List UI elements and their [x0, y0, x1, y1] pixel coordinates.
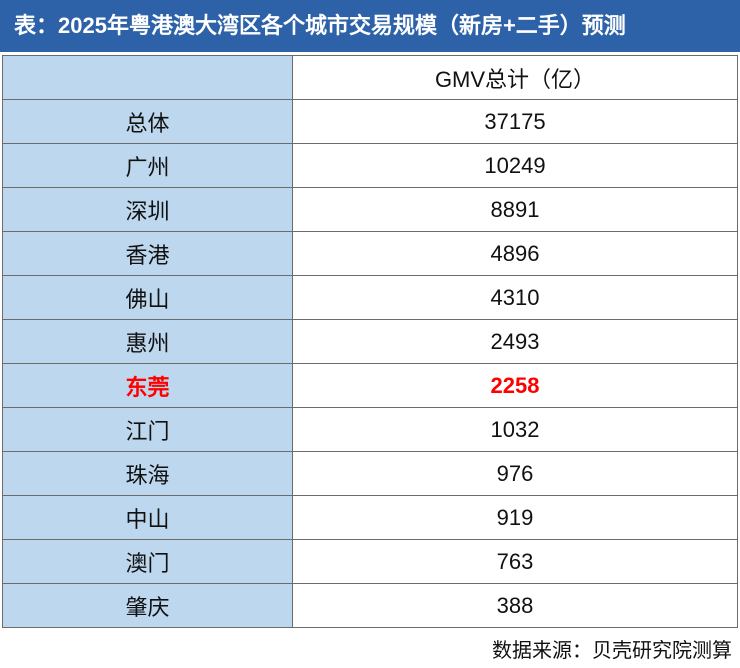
city-cell: 广州 [2, 143, 293, 188]
gmv-value-cell: 976 [292, 451, 738, 496]
city-cell: 香港 [2, 231, 293, 276]
city-cell: 中山 [2, 495, 293, 540]
header-city-cell [2, 55, 293, 100]
table-row: 中山 919 [2, 495, 738, 540]
gmv-table: GMV总计（亿） 总体 37175 广州 10249 深圳 8891 香港 4896 佛山 431… [2, 55, 738, 628]
table-row: 广州 10249 [2, 143, 738, 188]
gmv-value-cell: 10249 [292, 143, 738, 188]
table-row: 肇庆 388 [2, 583, 738, 628]
city-cell: 澳门 [2, 539, 293, 584]
table-row: 澳门 763 [2, 539, 738, 584]
city-cell: 总体 [2, 99, 293, 144]
city-cell: 深圳 [2, 187, 293, 232]
table-header-row: GMV总计（亿） [2, 55, 738, 100]
gmv-value-cell: 919 [292, 495, 738, 540]
city-cell: 珠海 [2, 451, 293, 496]
city-cell: 东莞 [2, 363, 293, 408]
city-cell: 佛山 [2, 275, 293, 320]
gmv-value-cell: 4896 [292, 231, 738, 276]
source-note: 数据来源：贝壳研究院测算 [492, 638, 732, 662]
city-cell: 江门 [2, 407, 293, 452]
gmv-value-cell: 8891 [292, 187, 738, 232]
city-cell: 惠州 [2, 319, 293, 364]
table-title: 表：2025年粤港澳大湾区各个城市交易规模（新房+二手）预测 [0, 0, 740, 52]
table-row: 惠州 2493 [2, 319, 738, 364]
table-row: 香港 4896 [2, 231, 738, 276]
gmv-value-cell: 37175 [292, 99, 738, 144]
gmv-value-cell: 2258 [292, 363, 738, 408]
table-row: 江门 1032 [2, 407, 738, 452]
table-row: 东莞 2258 [2, 363, 738, 408]
gmv-value-cell: 388 [292, 583, 738, 628]
table-row: 佛山 4310 [2, 275, 738, 320]
gmv-value-cell: 4310 [292, 275, 738, 320]
header-value-cell: GMV总计（亿） [292, 55, 738, 100]
table-row: 珠海 976 [2, 451, 738, 496]
gmv-value-cell: 2493 [292, 319, 738, 364]
gmv-value-cell: 1032 [292, 407, 738, 452]
table-row: 总体 37175 [2, 99, 738, 144]
city-cell: 肇庆 [2, 583, 293, 628]
gmv-value-cell: 763 [292, 539, 738, 584]
table-body: 总体 37175 广州 10249 深圳 8891 香港 4896 佛山 4310 惠州 2493 东莞… [2, 99, 738, 628]
table-row: 深圳 8891 [2, 187, 738, 232]
